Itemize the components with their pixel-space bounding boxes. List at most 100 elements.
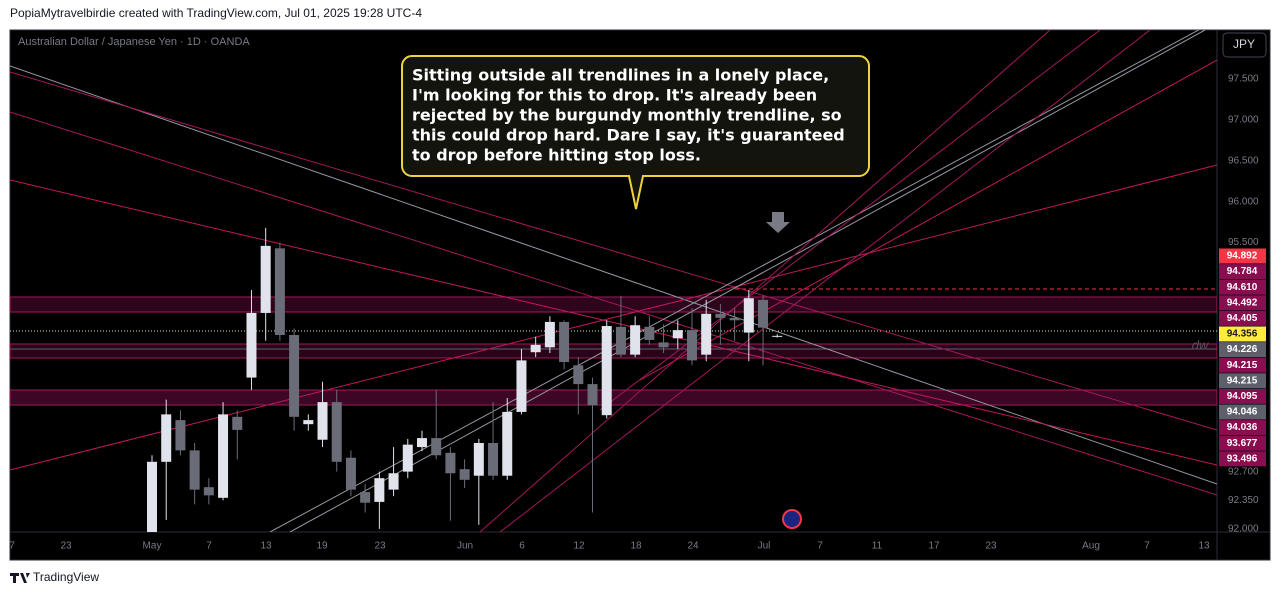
candle-body: [147, 461, 157, 532]
price-label: 93.496: [1227, 453, 1258, 464]
trendline: [10, 164, 1217, 471]
price-label: 94.226: [1227, 344, 1258, 355]
x-tick-label: 11: [872, 541, 883, 552]
price-label: 94.610: [1227, 282, 1258, 293]
x-tick-label: 17: [928, 541, 940, 552]
price-label: 94.036: [1227, 422, 1258, 433]
price-label-bg: [1219, 388, 1266, 404]
candle-body: [416, 438, 427, 448]
arrow-marker: [766, 212, 790, 233]
candle-body: [218, 414, 229, 498]
candle-body: [686, 330, 697, 361]
watermark: dw: [1192, 337, 1210, 352]
candle-body: [701, 313, 712, 355]
candle-body: [587, 384, 598, 406]
candle-body: [445, 452, 456, 474]
candle-body: [317, 402, 328, 440]
candle-body: [630, 325, 641, 355]
x-tick-label: 13: [260, 541, 272, 552]
price-label-bg: [1219, 373, 1266, 389]
trendline: [10, 111, 1217, 496]
candle-body: [615, 326, 626, 355]
footer: TradingView: [33, 570, 99, 584]
symbol-info: Australian Dollar / Japanese Yen · 1D · …: [18, 36, 250, 48]
callout-text: Sitting outside all trendlines in a lone…: [412, 66, 845, 165]
candle-body: [502, 411, 513, 476]
candle-body: [672, 330, 683, 339]
x-tick-label: 7: [9, 541, 15, 552]
trendline: [10, 71, 1217, 431]
price-label: 94.215: [1227, 375, 1258, 386]
x-tick-label: 23: [60, 541, 72, 552]
callout-line: rejected by the burgundy monthly trendli…: [412, 106, 842, 125]
trendline: [479, 30, 1051, 532]
candle-body: [573, 365, 584, 385]
price-label-bg: [1219, 248, 1266, 264]
x-tick-label: 18: [630, 541, 642, 552]
x-tick-label: 13: [1198, 541, 1210, 552]
candle-body: [289, 335, 300, 417]
candle-body: [402, 444, 413, 472]
currency-label: JPY: [1233, 37, 1255, 51]
price-label-bg: [1219, 264, 1266, 280]
trendline: [499, 30, 1151, 532]
callout-box: [401, 55, 870, 210]
header: PopiaMytravelbirdie created with Trading…: [10, 6, 422, 20]
price-label-bg: [1219, 310, 1266, 326]
x-tick-label: 7: [206, 541, 212, 552]
callout-line: I'm looking for this to drop. It's alrea…: [412, 86, 817, 105]
price-label: 94.356: [1227, 329, 1258, 340]
y-tick-label: 97.000: [1228, 115, 1259, 126]
price-label: 94.892: [1227, 251, 1258, 262]
y-tick-label: 96.500: [1228, 155, 1259, 166]
currency-button[interactable]: [1222, 32, 1267, 58]
trendline: [599, 30, 1101, 411]
x-tick-label: 6: [519, 541, 525, 552]
y-tick-label: 92.700: [1228, 466, 1259, 477]
candle-body: [516, 360, 527, 412]
candle-body: [488, 443, 499, 476]
price-label: 94.095: [1227, 391, 1258, 402]
candle-body: [758, 299, 769, 328]
x-tick-label: Jun: [457, 541, 473, 552]
y-tick-label: 96.000: [1228, 196, 1259, 207]
x-tick-label: 23: [374, 541, 386, 552]
trendline: [269, 30, 1200, 532]
callout-line: this could drop hard. Dare I say, it's g…: [412, 126, 845, 145]
candle-body: [772, 335, 783, 337]
trendline: [10, 179, 1217, 466]
candle-body: [644, 326, 655, 340]
event-flag[interactable]: [782, 509, 802, 529]
price-label-bg: [1219, 404, 1266, 420]
candle-body: [360, 492, 371, 503]
zone: [10, 389, 1217, 406]
candle-body: [374, 478, 385, 502]
price-label: 94.492: [1227, 297, 1258, 308]
candle-body: [203, 487, 214, 496]
price-label-bg: [1219, 326, 1266, 342]
x-tick-label: Jul: [758, 541, 771, 552]
zone: [10, 343, 1217, 359]
candle-body: [559, 321, 570, 363]
candle-body: [544, 321, 555, 348]
x-tick-label: May: [143, 541, 162, 552]
x-tick-label: 24: [687, 541, 699, 552]
price-label-bg: [1219, 420, 1266, 436]
price-label-bg: [1219, 342, 1266, 358]
x-tick-label: 23: [985, 541, 997, 552]
x-tick-label: Aug: [1082, 541, 1100, 552]
candle-body: [260, 245, 271, 313]
price-label: 94.405: [1227, 313, 1258, 324]
candle-body: [473, 443, 484, 476]
logo: [10, 573, 30, 583]
candle-body: [743, 298, 754, 333]
price-label-bg: [1219, 295, 1266, 311]
y-tick-label: 97.500: [1228, 74, 1259, 85]
drawings: [10, 30, 1217, 532]
candle-body: [161, 414, 172, 462]
candle-body: [331, 402, 342, 462]
candle-body: [246, 312, 257, 378]
price-label: 94.215: [1227, 360, 1258, 371]
trendline: [289, 30, 1206, 532]
